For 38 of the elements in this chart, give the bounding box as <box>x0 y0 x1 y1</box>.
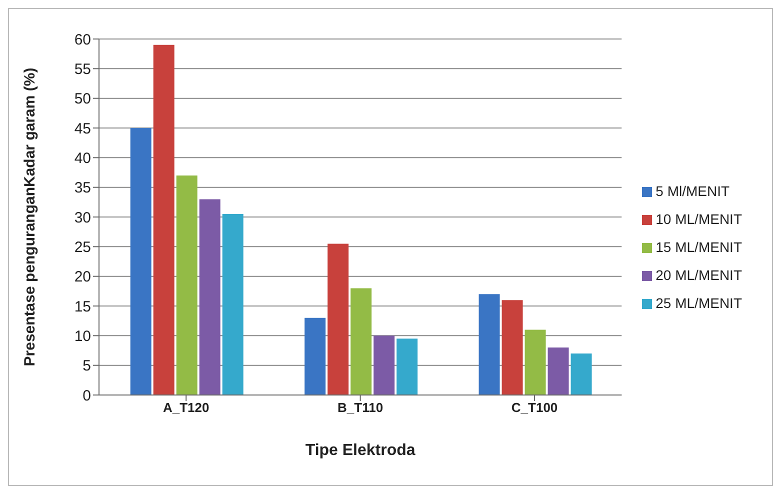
bar <box>328 244 349 395</box>
bar <box>304 318 326 395</box>
bar <box>176 175 198 395</box>
y-axis-title: Presentase penguranganKadar garam (%) <box>21 68 38 366</box>
bar <box>478 294 500 395</box>
y-tick-label: 30 <box>74 209 91 226</box>
legend-label: 20 ML/MENIT <box>656 267 742 283</box>
x-tick-label: A_T120 <box>162 400 210 416</box>
bar <box>524 330 546 395</box>
bar <box>570 353 592 395</box>
bar <box>350 288 372 395</box>
legend-label: 15 ML/MENIT <box>656 239 742 255</box>
bar <box>222 214 244 395</box>
bar <box>396 338 418 395</box>
y-tick-label: 10 <box>74 328 91 345</box>
legend-label: 25 ML/MENIT <box>656 295 742 311</box>
y-tick-label: 45 <box>74 120 91 138</box>
x-tick-label: C_T100 <box>511 400 558 416</box>
y-tick-label: 0 <box>82 387 91 404</box>
bar <box>199 199 220 395</box>
bar <box>548 348 569 395</box>
legend-label: 10 ML/MENIT <box>656 211 742 227</box>
y-tick-label: 5 <box>82 358 91 375</box>
y-tick-label: 50 <box>74 90 91 108</box>
bar <box>374 336 395 395</box>
y-tick-label: 35 <box>74 180 91 197</box>
y-tick-label: 60 <box>74 31 91 48</box>
y-tick-label: 15 <box>74 298 91 316</box>
x-tick-label: B_T110 <box>338 400 384 416</box>
x-axis-title: Tipe Elektroda <box>305 442 416 459</box>
bar <box>153 44 174 395</box>
y-tick-label: 20 <box>74 268 91 286</box>
y-tick-label: 55 <box>74 60 91 78</box>
bar <box>130 128 152 395</box>
y-tick-label: 25 <box>74 238 91 256</box>
y-tick-label: 40 <box>74 150 91 167</box>
bar <box>502 300 523 395</box>
legend-label: 5 Ml/MENIT <box>656 183 730 199</box>
